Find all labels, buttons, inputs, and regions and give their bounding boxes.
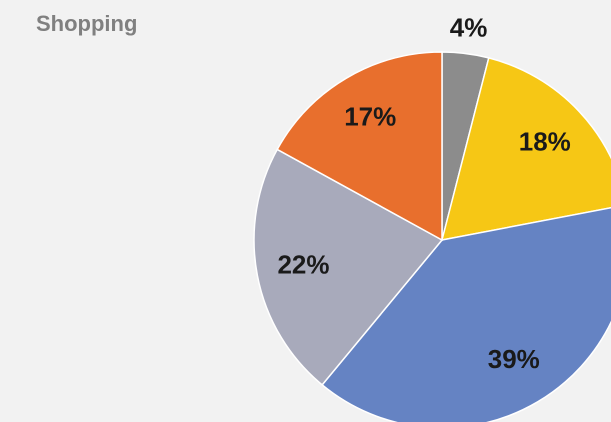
data-label: 17% xyxy=(344,102,396,132)
pie-slice xyxy=(321,206,611,422)
chart-title: Shopping xyxy=(36,11,137,36)
pie-slice xyxy=(276,51,443,242)
data-label: 39% xyxy=(488,344,540,374)
data-label: 18% xyxy=(519,126,571,156)
pie-slice xyxy=(440,56,611,241)
data-label: 4% xyxy=(450,13,488,43)
data-label: 22% xyxy=(277,249,329,279)
pie-slice xyxy=(253,148,444,386)
